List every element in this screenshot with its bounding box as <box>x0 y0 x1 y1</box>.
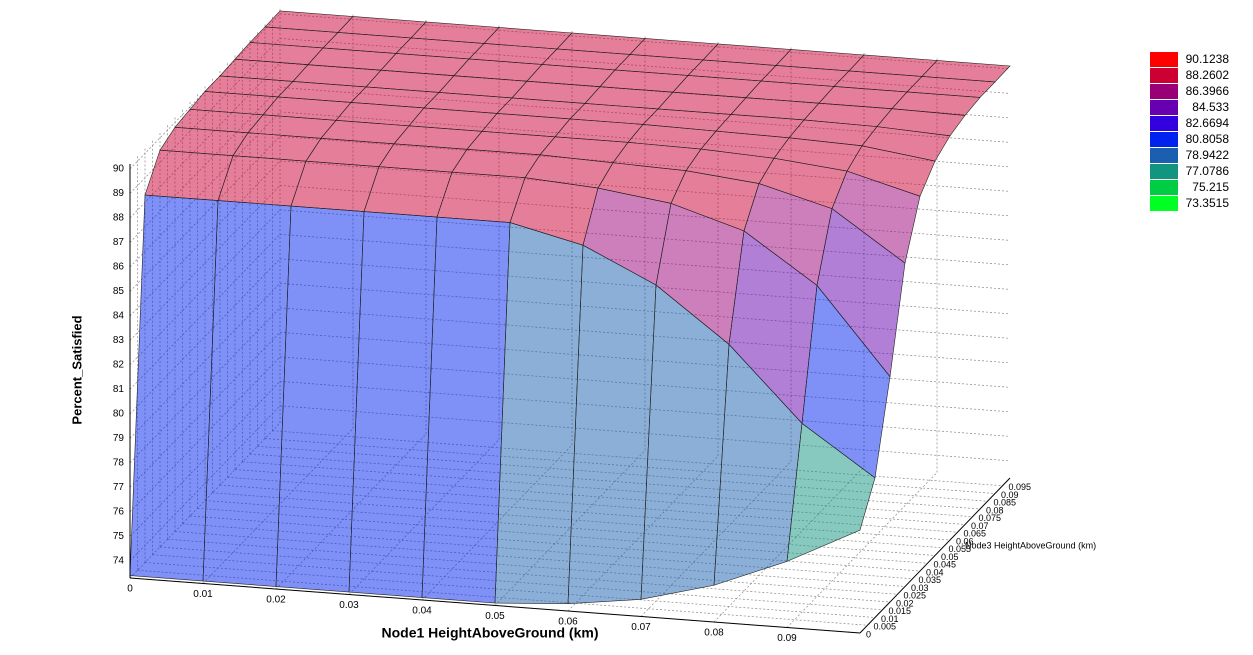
surface-patch <box>494 222 584 604</box>
legend-swatch <box>1150 180 1178 195</box>
legend-swatch <box>1150 52 1178 67</box>
legend-swatch <box>1150 196 1178 211</box>
legend-label: 78.9422 <box>1186 148 1230 162</box>
z-tick-label: 80 <box>113 409 125 420</box>
x-tick-label: 0.08 <box>704 628 724 639</box>
z-tick-label: 90 <box>113 164 125 175</box>
legend-swatch <box>1150 68 1178 83</box>
y-tick-label: 0.02 <box>896 598 914 608</box>
legend-label: 90.1238 <box>1186 52 1230 66</box>
y-tick-label: 0.005 <box>874 622 897 632</box>
y-tick-label: 0.055 <box>949 544 972 554</box>
y-axis-title: Node3 HeightAboveGround (km) <box>965 540 1096 550</box>
surface-patch <box>217 155 307 207</box>
legend-swatch <box>1150 148 1178 163</box>
z-tick-label: 74 <box>113 555 125 566</box>
legend-swatch <box>1150 84 1178 99</box>
x-tick-label: 0.01 <box>193 589 213 600</box>
y-tick-label: 0.085 <box>994 498 1017 508</box>
x-tick-label: 0.03 <box>339 600 359 611</box>
y-tick-label: 0.04 <box>926 567 944 577</box>
y-tick-label: 0.06 <box>956 536 974 546</box>
surface-patch <box>290 160 380 212</box>
y-tick-label: 0.035 <box>919 575 942 585</box>
y-tick-label: 0.075 <box>979 513 1002 523</box>
z-tick-label: 85 <box>113 286 125 297</box>
y-tick-label: 0.03 <box>911 583 929 593</box>
z-tick-label: 79 <box>113 433 125 444</box>
y-tick-label: 0.045 <box>934 560 957 570</box>
legend-swatch <box>1150 132 1178 147</box>
z-tick-label: 89 <box>113 188 125 199</box>
y-tick-label: 0.025 <box>904 591 927 601</box>
legend-swatch <box>1150 164 1178 179</box>
surface-patch <box>275 205 365 593</box>
y-tick-label: 0.01 <box>881 614 899 624</box>
x-tick-label: 0.05 <box>485 611 505 622</box>
surface-patch <box>436 171 526 223</box>
x-axis-title: Node1 HeightAboveGround (km) <box>381 625 598 641</box>
y-tick-label: 0.09 <box>1001 490 1019 500</box>
z-tick-label: 86 <box>113 262 125 273</box>
legend-label: 73.3515 <box>1186 196 1230 210</box>
z-tick-label: 82 <box>113 360 125 371</box>
surface-patch <box>421 216 511 604</box>
y-tick-label: 0.07 <box>971 521 989 531</box>
surface-patch <box>144 149 234 201</box>
x-tick-label: 0.09 <box>777 633 797 644</box>
y-tick-label: 0.065 <box>964 529 987 539</box>
x-tick-label: 0.07 <box>631 622 651 633</box>
z-tick-label: 81 <box>113 384 125 395</box>
surface-patch <box>129 194 219 582</box>
surface-patch <box>348 211 438 598</box>
z-tick-label: 84 <box>113 311 125 322</box>
x-tick-label: 0.06 <box>558 617 578 628</box>
legend-label: 75.215 <box>1192 180 1229 194</box>
z-tick-label: 88 <box>113 213 125 224</box>
y-tick-label: 0.08 <box>986 505 1004 515</box>
y-tick-label: 0.05 <box>941 552 959 562</box>
legend-label: 88.2602 <box>1186 68 1230 82</box>
x-tick-label: 0.02 <box>266 595 286 606</box>
legend-label: 80.8058 <box>1186 132 1230 146</box>
z-tick-label: 75 <box>113 531 125 542</box>
z-tick-label: 77 <box>113 482 125 493</box>
y-tick-label: 0.015 <box>889 606 912 616</box>
legend-label: 77.0786 <box>1186 164 1230 178</box>
legend-swatch <box>1150 116 1178 131</box>
surface-patch <box>202 200 292 587</box>
z-tick-label: 87 <box>113 237 125 248</box>
x-tick-label: 0.04 <box>412 606 432 617</box>
legend-label: 84.533 <box>1192 100 1229 114</box>
legend-label: 82.6694 <box>1186 116 1230 130</box>
z-tick-label: 83 <box>113 335 125 346</box>
y-tick-label: 0 <box>866 629 871 639</box>
surface-patch <box>363 166 453 218</box>
z-tick-label: 78 <box>113 458 125 469</box>
x-tick-label: 0 <box>127 584 133 595</box>
z-tick-label: 76 <box>113 506 125 517</box>
surface-patch <box>567 244 657 604</box>
surface-patch <box>786 422 876 562</box>
y-tick-label: 0.095 <box>1009 482 1032 492</box>
y-axis-line <box>859 477 1011 634</box>
legend-label: 86.3966 <box>1186 84 1230 98</box>
z-axis-title: Percent_Satisfied <box>69 315 84 424</box>
x-axis-line <box>129 577 861 634</box>
legend-swatch <box>1150 100 1178 115</box>
